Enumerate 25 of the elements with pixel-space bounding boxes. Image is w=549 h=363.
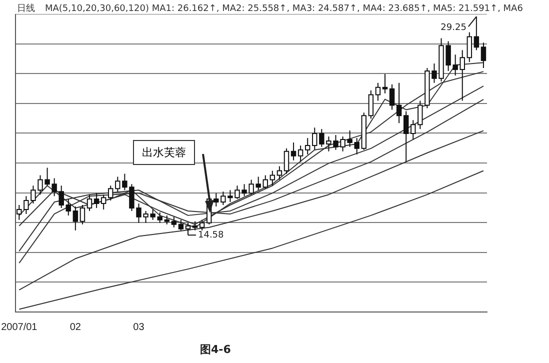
candlestick (72, 206, 78, 231)
candlestick (290, 142, 296, 161)
candlestick (304, 137, 310, 155)
candlestick (94, 192, 100, 208)
caption: 图4-6 (200, 342, 231, 357)
annotation: 29.25 (440, 22, 466, 33)
candlestick (375, 82, 381, 102)
annotation: 14.58 (198, 230, 224, 240)
text: MA(5,10,20,30,60,120) MA1: 26.162↑, MA2: 25.558↑, MA3: 24.587↑, MA4: 23.685↑, MA5: 21.591↑, MA6 (45, 4, 523, 14)
candlestick (66, 198, 72, 216)
candlestick (270, 170, 276, 186)
candlestick (214, 192, 219, 208)
x-tick-label: 02 (70, 322, 82, 333)
annotation: 出水芙蓉 (133, 140, 195, 165)
candlestick (460, 50, 465, 102)
candlestick (298, 144, 304, 162)
candlestick (410, 120, 416, 140)
candlestick (480, 42, 486, 68)
x-tick-label: 2007/01 (1, 322, 38, 333)
candlestick (382, 73, 388, 94)
candlestick (403, 110, 409, 162)
candlestick (312, 127, 318, 150)
x-tick-label: 03 (133, 322, 145, 333)
candlestick (396, 82, 402, 124)
chart-title: 日线 (17, 4, 35, 14)
